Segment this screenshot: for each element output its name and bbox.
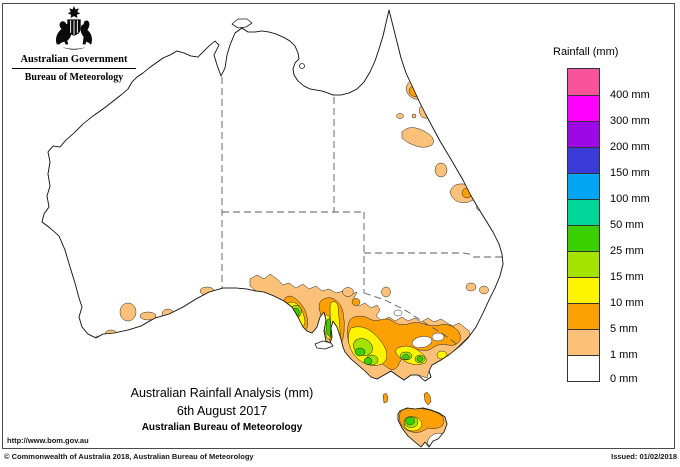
scroll-icon: [62, 47, 86, 50]
kangaroo-island: [314, 340, 334, 350]
rain-10mm-vic-spot: [436, 350, 448, 360]
legend-segment-25mm: 25 mm: [568, 225, 644, 257]
rain-hole-white: [431, 332, 445, 342]
legend-label: 10 mm: [610, 297, 644, 309]
rain-blob-nsw: [479, 285, 489, 295]
rain-blob-sa: [381, 286, 391, 298]
rain-5mm-spot: [351, 298, 361, 306]
rain-25mm-fleurieu: [311, 338, 319, 344]
government-title: Australian Government: [20, 54, 128, 65]
map-title: Australian Rainfall Analysis (mm): [130, 386, 314, 400]
rain-5mm-qld: [500, 213, 503, 219]
legend-label: 400 mm: [610, 89, 650, 101]
map-date: 6th August 2017: [176, 404, 268, 418]
rain-25mm-yorke: [325, 317, 332, 338]
rain-25mm-vic: [416, 356, 424, 362]
rain-hole-white: [411, 336, 433, 348]
legend-segment-50mm: 50 mm: [568, 199, 644, 231]
copyright-notice: © Commonwealth of Australia 2018, Austra…: [4, 452, 254, 461]
rain-blob-wa: [139, 311, 157, 321]
rain-blob-qld: [415, 69, 425, 79]
rain-hole-white: [393, 309, 403, 317]
rain-blob-wa: [119, 302, 137, 322]
rain-blob-qld: [411, 113, 417, 119]
australian-coat-of-arms-icon: [56, 6, 93, 50]
legend-label: 0 mm: [610, 373, 638, 385]
rain-5mm-qld: [461, 187, 473, 199]
rain-25mm-vic: [363, 357, 373, 365]
flinders-island: [423, 391, 432, 406]
rain-5mm-qld: [425, 105, 433, 113]
issued-date: Issued: 01/02/2018: [611, 452, 677, 461]
legend-segment-400mm: 400 mm: [568, 69, 650, 101]
rain-blob-qld: [401, 127, 434, 148]
legend-segment-100mm: 100 mm: [568, 173, 650, 205]
legend-label: 5 mm: [610, 323, 638, 335]
bom-url: http://www.bom.gov.au: [7, 436, 89, 445]
legend-segment-1mm: 1 mm: [568, 329, 638, 361]
king-island: [382, 392, 389, 404]
legend-label: 15 mm: [610, 271, 644, 283]
bureau-title: Bureau of Meteorology: [24, 72, 124, 83]
emu-icon: [80, 20, 93, 45]
rain-blob-sa: [342, 287, 354, 297]
legend-label: 300 mm: [610, 115, 650, 127]
rain-blob-qld: [434, 162, 448, 178]
mainland-outline: [41, 9, 504, 382]
legend-segment-10mm: 10 mm: [568, 277, 644, 309]
rainfall-legend: 400 mm 300 mm 200 mm 150 mm 100 mm 50 mm…: [567, 68, 650, 385]
legend-segment-200mm: 200 mm: [568, 121, 650, 153]
map-frame: [2, 3, 675, 449]
government-header: Australian Government Bureau of Meteorol…: [8, 6, 140, 83]
tasmania-outline: [397, 407, 448, 448]
legend-segment-150mm: 150 mm: [568, 147, 650, 179]
melville-island: [231, 18, 253, 29]
legend-label: 1 mm: [610, 349, 638, 361]
rain-blob-qld: [396, 113, 404, 119]
offshore-islands: [382, 391, 432, 406]
map-source: Australian Bureau of Meteorology: [141, 422, 303, 433]
rain-15mm-adelaide: [331, 329, 339, 343]
state-borders: [221, 77, 502, 346]
rain-25mm-vic: [402, 354, 410, 360]
rain-25mm-tasmania: [405, 416, 415, 426]
rain-25mm-cairns: [415, 87, 421, 93]
legend-segment-15mm: 15 mm: [568, 251, 644, 283]
legend-label: 100 mm: [610, 193, 650, 205]
border-nsw-vic: [363, 292, 459, 346]
legend-segment-5mm: 5 mm: [568, 303, 638, 335]
commonwealth-star-icon: [67, 6, 81, 18]
legend-label: 200 mm: [610, 141, 650, 153]
map-title-block: Australian Rainfall Analysis (mm) 6th Au…: [62, 385, 382, 435]
legend-title: Rainfall (mm): [553, 46, 619, 58]
legend-label: 150 mm: [610, 167, 650, 179]
legend-label: 50 mm: [610, 219, 644, 231]
legend-segment-300mm: 300 mm: [568, 95, 650, 127]
rain-blob-nsw: [465, 282, 477, 292]
kangaroo-icon: [56, 21, 74, 45]
legend-segment-0mm: 0 mm: [568, 355, 638, 385]
legend-label: 25 mm: [610, 245, 644, 257]
header-divider: [12, 68, 136, 69]
rain-5mm-cairns: [408, 84, 426, 98]
border-qld-nsw: [364, 252, 502, 258]
rain-25mm-vic: [354, 347, 366, 357]
groote-eylandt: [299, 63, 305, 69]
coastline-overlay: [41, 9, 504, 448]
